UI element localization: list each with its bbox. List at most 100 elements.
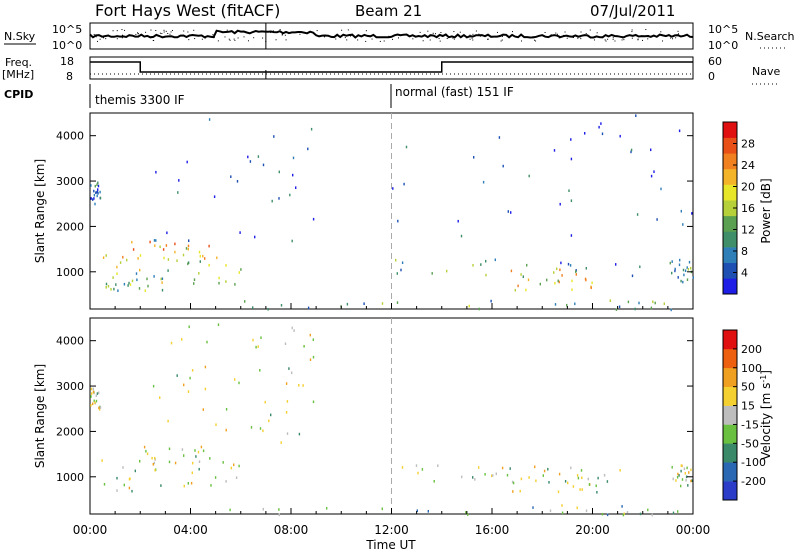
power-cells-cell: [249, 160, 252, 163]
power-cells-cell: [95, 191, 97, 194]
nsearch-tick-bottom: 10^0: [708, 39, 738, 52]
power-panel: 1000 2000 3000 4000: [56, 112, 694, 312]
power-cells-cell: [468, 304, 470, 308]
velocity-cells-cell: [262, 507, 264, 511]
velocity-cells-cell: [168, 460, 171, 464]
y-tick-label: 1000: [56, 471, 84, 484]
colorbar-tick-label: 12: [741, 224, 755, 237]
velocity-cells-cell: [676, 476, 679, 479]
y-tick-label: 1000: [56, 266, 84, 279]
nsky-point: [270, 32, 272, 34]
velocity-cells-cell: [139, 459, 141, 463]
x-tick-label: 00:00: [676, 523, 711, 537]
power-cells-cell: [188, 239, 190, 242]
nsky-point: [233, 38, 235, 40]
power-cells-cell: [527, 278, 530, 282]
power-cells-cell: [199, 254, 201, 258]
velocity-cells-cell: [183, 484, 185, 488]
power-cells-cell: [202, 254, 204, 258]
power-cells-cell: [105, 254, 107, 257]
nsky-point: [243, 36, 245, 38]
velocity-cells-cell: [558, 472, 561, 476]
velocity-cells-cell: [200, 445, 203, 449]
nsky-point: [440, 32, 442, 34]
power-cells-cell: [553, 271, 555, 274]
power-cells-cell: [679, 258, 681, 262]
nsky-point: [660, 31, 662, 33]
power-cells-cell: [631, 274, 634, 278]
power-ylabel: Slant Range [km]: [33, 159, 47, 263]
velocity-cells-cell: [255, 345, 257, 349]
velocity-cells-cell: [209, 457, 211, 460]
nsky-point: [472, 33, 474, 35]
nsky-point: [257, 31, 259, 33]
velocity-cells-cell: [576, 506, 578, 510]
velocity-cells-cell: [572, 485, 575, 488]
power-cells-cell: [155, 170, 157, 174]
nsky-point: [533, 39, 535, 41]
velocity-colorbar-swatch: [723, 424, 737, 444]
velocity-cells-cell: [183, 454, 185, 457]
velocity-cells-cell: [678, 474, 680, 477]
power-cells-cell: [585, 267, 587, 270]
power-cells-cell: [278, 170, 280, 174]
velocity-cells-cell: [509, 467, 511, 470]
power-cells-cell: [636, 213, 639, 216]
power-cells-cell: [630, 148, 633, 152]
power-cells-cell: [292, 173, 294, 177]
power-cells-cell: [198, 272, 200, 275]
colorbar-tick-label: 50: [741, 381, 755, 394]
power-cells-cell: [682, 223, 684, 226]
nsky-point: [512, 31, 514, 33]
power-cells-cell: [137, 257, 139, 260]
velocity-cells-cell: [268, 419, 270, 423]
velocity-cells-cell: [511, 480, 514, 484]
nsky-point: [432, 32, 434, 34]
nsky-point: [137, 32, 139, 34]
power-cells-cell: [569, 264, 572, 267]
power-cells-cell: [660, 187, 662, 191]
power-cells-cell: [234, 283, 236, 286]
velocity-cells-cell: [160, 484, 162, 487]
power-cells-cell: [559, 268, 561, 272]
nsky-point: [612, 37, 614, 39]
power-cells-cell: [128, 281, 130, 285]
power-cells-cell: [560, 261, 562, 265]
nsky-point: [145, 31, 147, 33]
colorbar-tick-label: -15: [741, 418, 759, 431]
nsky-point: [469, 38, 471, 40]
nsky-point: [116, 30, 118, 32]
x-tick-label: 16:00: [475, 523, 510, 537]
nsky-point: [438, 38, 440, 40]
power-cells-cell: [117, 289, 119, 292]
power-cells-cell: [561, 274, 563, 277]
nsky-point: [121, 37, 123, 39]
velocity-cells-cell: [152, 384, 155, 388]
velocity-cells-cell: [280, 441, 282, 444]
nsky-point: [203, 36, 205, 38]
power-cells-cell: [571, 288, 573, 291]
power-cells-cell: [460, 234, 463, 238]
velocity-cells-cell: [116, 476, 118, 480]
velocity-cells-cell: [309, 333, 311, 337]
velocity-cells-cell: [535, 479, 537, 483]
nsky-point: [116, 38, 118, 40]
power-cells-cell: [198, 250, 201, 254]
velocity-cells-cell: [577, 476, 580, 480]
nsky-point: [279, 29, 281, 31]
power-cells-cell: [686, 266, 688, 269]
power-colorbar-swatch: [723, 231, 737, 248]
power-cells-cell: [208, 263, 210, 267]
nsky-point: [323, 36, 325, 38]
velocity-cells-cell: [259, 427, 262, 430]
power-cells-cell: [397, 219, 399, 223]
power-cells-cell: [289, 193, 291, 197]
power-cells-cell: [575, 270, 577, 273]
velocity-cells-cell: [543, 469, 546, 473]
velocity-cells-cell: [264, 400, 266, 404]
power-cells-cell: [446, 269, 448, 273]
power-cells-cell: [680, 209, 682, 213]
velocity-cells-cell: [472, 476, 474, 479]
power-cells-cell: [225, 280, 227, 283]
power-cells-cell: [570, 234, 573, 237]
